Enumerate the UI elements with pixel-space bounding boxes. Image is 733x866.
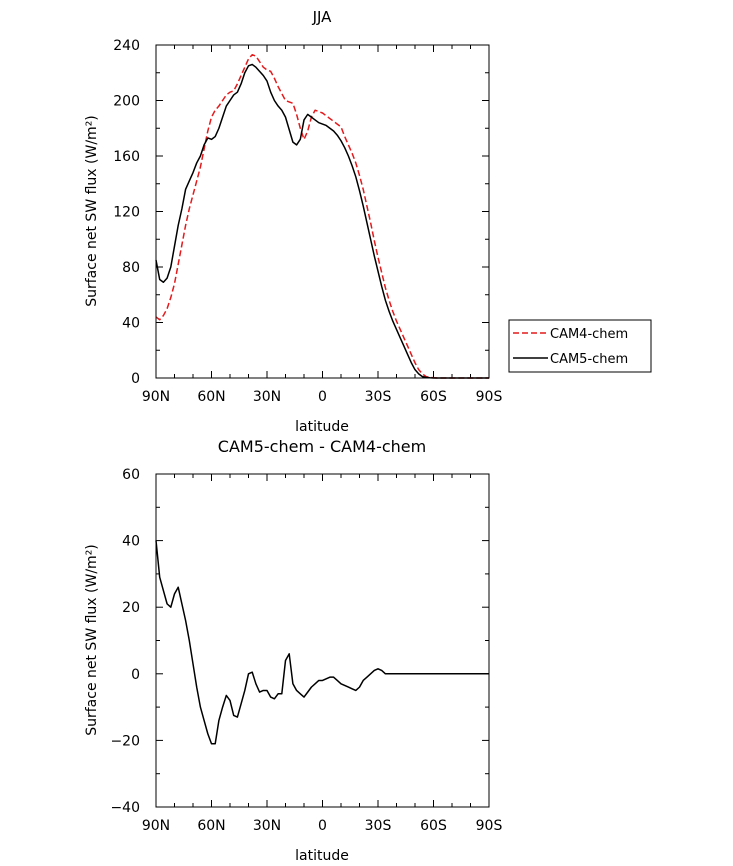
bottom-panel: CAM5-chem - CAM4-chem 90N 60N 30N 0 30S 60S 90…	[84, 437, 502, 864]
bottom-x-tick-label: 30S	[365, 818, 392, 834]
bottom-axis-ticks: 90N 60N 30N 0 30S 60S 90S −40 −20 0 20 40 60	[110, 467, 502, 834]
bottom-x-tick-label: 0	[318, 818, 327, 834]
top-x-tick-label: 60N	[197, 389, 225, 405]
top-chart-title: JJA	[312, 8, 333, 26]
bottom-series-group	[155, 540, 489, 745]
top-panel: JJA 90N 60N 30N 0 30S 60S 90S 0 40 80 120 160 200 240…	[84, 8, 502, 435]
bottom-x-tick-label: 60N	[197, 818, 225, 834]
bottom-y-tick-label: −20	[110, 733, 140, 749]
bottom-y-tick-label: −40	[110, 800, 140, 816]
top-y-tick-label: 200	[113, 94, 140, 110]
top-x-tick-label: 60S	[420, 389, 447, 405]
bottom-y-tick-label: 60	[122, 467, 140, 483]
top-x-tick-label: 30N	[253, 389, 281, 405]
bottom-x-tick-label: 30N	[253, 818, 281, 834]
legend-box	[508, 319, 652, 373]
top-series-line-cam5-chem	[155, 63, 489, 379]
bottom-x-tick-label: 90S	[476, 818, 503, 834]
top-x-axis-label: latitude	[295, 419, 349, 435]
top-plot-frame	[155, 44, 490, 379]
legend-label-cam4: CAM4-chem	[550, 327, 628, 342]
bottom-y-tick-label: 0	[131, 667, 140, 683]
top-y-tick-label: 80	[122, 260, 140, 276]
bottom-x-axis-label: latitude	[295, 848, 349, 864]
bottom-series-line-difference	[155, 540, 489, 745]
legend: CAM4-chem CAM5-chem	[508, 319, 652, 373]
bottom-plot-frame	[155, 473, 490, 808]
top-y-tick-label: 160	[113, 149, 140, 165]
top-x-tick-label: 90N	[142, 389, 170, 405]
bottom-y-tick-label: 20	[122, 600, 140, 616]
bottom-chart-title: CAM5-chem - CAM4-chem	[218, 437, 426, 456]
top-y-tick-label: 0	[131, 371, 140, 387]
legend-label-cam5: CAM5-chem	[550, 352, 628, 367]
top-axis-ticks: 90N 60N 30N 0 30S 60S 90S 0 40 80 120 160 200 240	[113, 38, 502, 405]
top-y-axis-label: Surface net SW flux (W/m²)	[84, 115, 100, 307]
top-x-tick-label: 30S	[365, 389, 392, 405]
bottom-y-axis-label: Surface net SW flux (W/m²)	[84, 544, 100, 736]
top-series-group	[155, 53, 489, 379]
top-x-tick-label: 0	[318, 389, 327, 405]
top-y-tick-label: 240	[113, 38, 140, 54]
top-series-line-cam4-chem	[155, 53, 489, 379]
bottom-x-tick-label: 60S	[420, 818, 447, 834]
bottom-x-tick-label: 90N	[142, 818, 170, 834]
bottom-y-tick-label: 40	[122, 534, 140, 550]
top-x-tick-label: 90S	[476, 389, 503, 405]
top-y-tick-label: 120	[113, 205, 140, 221]
top-y-tick-label: 40	[122, 316, 140, 332]
